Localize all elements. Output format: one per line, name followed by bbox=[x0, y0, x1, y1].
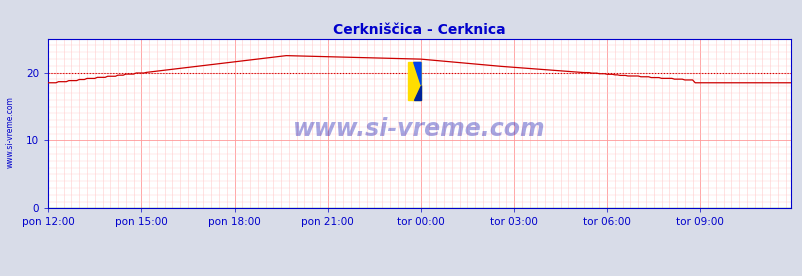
Title: Cerkniščica - Cerknica: Cerkniščica - Cerknica bbox=[333, 23, 505, 38]
Polygon shape bbox=[413, 62, 420, 85]
Text: www.si-vreme.com: www.si-vreme.com bbox=[293, 116, 545, 140]
Text: www.si-vreme.com: www.si-vreme.com bbox=[6, 97, 15, 168]
FancyBboxPatch shape bbox=[407, 62, 420, 100]
Polygon shape bbox=[413, 85, 420, 100]
